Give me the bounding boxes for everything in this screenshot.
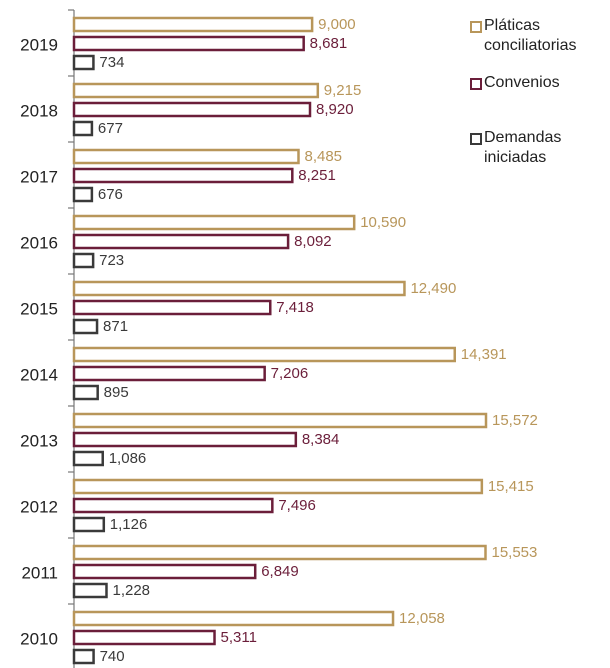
legend-swatch [470, 133, 482, 145]
value-label: 1,086 [109, 450, 147, 467]
bar [72, 346, 457, 363]
bar [72, 214, 356, 231]
bar [72, 582, 108, 599]
y-tick-label: 2012 [20, 497, 58, 516]
y-tick-label: 2011 [21, 563, 58, 582]
value-label: 723 [99, 252, 124, 269]
value-label: 12,058 [399, 610, 445, 627]
value-label: 895 [104, 384, 129, 401]
value-label: 9,000 [318, 16, 356, 33]
bar [72, 233, 290, 250]
bar [72, 167, 294, 184]
value-label: 7,206 [271, 365, 309, 382]
bar [72, 101, 312, 118]
bar [72, 252, 95, 269]
value-label: 9,215 [324, 82, 362, 99]
bar [72, 318, 99, 335]
bar [72, 54, 95, 71]
bar [72, 544, 487, 561]
legend-label: Pláticas conciliatorias [484, 17, 577, 54]
value-label: 7,496 [278, 497, 316, 514]
value-label: 8,485 [304, 148, 342, 165]
bar [72, 16, 314, 33]
bar [72, 563, 257, 580]
value-label: 1,126 [110, 516, 148, 533]
bar [72, 431, 298, 448]
value-label: 15,572 [492, 412, 538, 429]
legend-label: Convenios [484, 74, 560, 91]
y-tick-label: 2019 [20, 35, 58, 54]
value-label: 7,418 [276, 299, 314, 316]
value-label: 676 [98, 186, 123, 203]
bar [72, 648, 95, 665]
value-label: 8,384 [302, 431, 340, 448]
bar [72, 280, 406, 297]
value-label: 871 [103, 318, 128, 335]
legend-item: Pláticas conciliatorias [470, 16, 605, 56]
value-label: 734 [99, 54, 124, 71]
bar [72, 120, 94, 137]
value-label: 677 [98, 120, 123, 137]
bar [72, 629, 216, 646]
bar [72, 497, 274, 514]
value-label: 10,590 [360, 214, 406, 231]
bar [72, 384, 99, 401]
bar [72, 610, 395, 627]
value-label: 8,251 [298, 167, 336, 184]
y-tick-label: 2013 [20, 431, 58, 450]
bar [72, 82, 320, 99]
bar [72, 516, 106, 533]
legend-swatch [470, 78, 482, 90]
value-label: 1,228 [112, 582, 150, 599]
y-tick-label: 2014 [20, 365, 58, 384]
value-label: 8,681 [310, 35, 348, 52]
bar [72, 450, 104, 467]
bar [72, 35, 305, 52]
value-label: 15,415 [488, 478, 534, 495]
bar [72, 186, 94, 203]
bar [72, 299, 272, 316]
bar [72, 412, 488, 429]
value-label: 12,490 [410, 280, 456, 297]
value-label: 6,849 [261, 563, 299, 580]
y-tick-label: 2010 [20, 629, 58, 648]
value-label: 15,553 [491, 544, 537, 561]
y-tick-label: 2018 [20, 101, 58, 120]
value-label: 740 [100, 648, 125, 665]
value-label: 8,920 [316, 101, 354, 118]
bar [72, 365, 266, 382]
legend-item: Convenios [470, 73, 605, 93]
legend-swatch [470, 21, 482, 33]
y-tick-label: 2017 [20, 167, 58, 186]
value-label: 14,391 [461, 346, 507, 363]
y-tick-label: 2016 [20, 233, 58, 252]
bar [72, 148, 300, 165]
bar [72, 478, 484, 495]
y-tick-label: 2015 [20, 299, 58, 318]
value-label: 8,092 [294, 233, 332, 250]
value-label: 5,311 [221, 629, 257, 646]
legend-label: Demandas iniciadas [484, 129, 562, 166]
legend-item: Demandas iniciadas [470, 128, 605, 168]
